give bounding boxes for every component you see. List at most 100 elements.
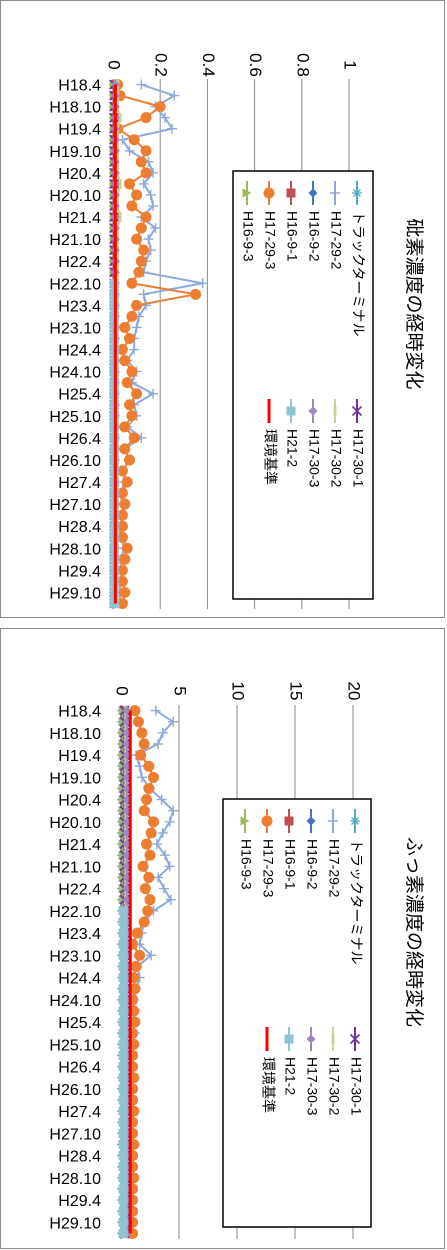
- data-point: [119, 421, 131, 433]
- data-point: [121, 542, 133, 554]
- legend-label: H17-30-2: [326, 1057, 342, 1116]
- data-point: [118, 1173, 128, 1183]
- data-point: [119, 586, 131, 598]
- data-point: [133, 266, 145, 278]
- data-point: [118, 1195, 128, 1205]
- legend-label: H16-9-2: [304, 839, 320, 890]
- data-point: [118, 1017, 128, 1027]
- legend-label: H17-30-3: [306, 429, 322, 488]
- legend-label: H17-30-3: [304, 1057, 320, 1116]
- data-point: [159, 112, 170, 123]
- data-point: [140, 112, 152, 124]
- category-tick-label: H28.10: [49, 1171, 101, 1188]
- data-point: [124, 454, 136, 466]
- chart-title: ふっ素濃度の経時変化: [403, 837, 425, 1027]
- legend-label: H16-9-1: [282, 839, 298, 890]
- category-tick-label: H27.10: [49, 497, 101, 514]
- category-tick-label: H27.4: [58, 475, 101, 492]
- data-point: [126, 200, 138, 212]
- value-tick-label: 0.6: [246, 53, 265, 77]
- legend-box: [222, 798, 372, 1228]
- series-h21-2: [118, 906, 128, 1238]
- data-point: [119, 553, 131, 565]
- legend-item-h17-30-2: H17-30-2: [328, 399, 344, 488]
- data-point: [167, 123, 177, 134]
- legend-label: H17-29-3: [260, 839, 276, 898]
- category-tick-label: H24.10: [49, 993, 101, 1010]
- data-point: [135, 255, 147, 267]
- value-tick-label: 0.8: [293, 53, 312, 77]
- legend-item-series: トラックターミナル: [348, 809, 364, 964]
- series-h17-29-2: [115, 79, 208, 609]
- data-point: [168, 805, 179, 816]
- category-tick-label: H21.4: [58, 210, 101, 227]
- data-point: [141, 794, 153, 806]
- legend-swatch-marker: [306, 816, 316, 826]
- legend-item-series: 環境基準: [260, 1027, 276, 1113]
- category-tick-label: H18.10: [49, 100, 101, 117]
- legend-swatch-marker: [350, 816, 360, 826]
- legend-item-h17-30-1: H17-30-1: [350, 399, 366, 488]
- data-point: [126, 277, 138, 289]
- data-point: [156, 794, 167, 805]
- data-point: [119, 321, 131, 333]
- category-tick-label: H22.4: [58, 254, 101, 271]
- data-point: [136, 772, 147, 783]
- data-point: [118, 1128, 128, 1138]
- category-tick-label: H21.4: [58, 837, 101, 854]
- category-tick-label: H23.10: [49, 320, 101, 337]
- legend-swatch-marker: [261, 815, 273, 827]
- legend-label: H17-30-1: [350, 429, 366, 488]
- data-point: [118, 1162, 128, 1172]
- data-point: [116, 564, 128, 576]
- legend-item-h17-30-3: H17-30-3: [304, 1027, 320, 1116]
- data-point: [128, 432, 140, 444]
- legend-item-series: 環境基準: [262, 399, 278, 485]
- legend-item-h16-9-3: H16-9-3: [238, 809, 254, 890]
- data-point: [118, 950, 128, 960]
- data-point: [141, 300, 152, 311]
- data-point: [132, 716, 144, 728]
- data-point: [138, 805, 150, 817]
- data-point: [118, 906, 128, 916]
- series-line: [115, 84, 196, 604]
- data-point: [118, 1050, 128, 1060]
- legend-item-h17-30-1: H17-30-1: [348, 1027, 364, 1116]
- data-point: [157, 727, 168, 738]
- data-point: [137, 860, 149, 872]
- category-tick-label: H29.4: [58, 1193, 101, 1210]
- category-tick-label: H26.4: [58, 1060, 101, 1077]
- data-point: [116, 465, 128, 477]
- data-point: [138, 916, 150, 928]
- legend-swatch-marker: [308, 406, 318, 416]
- data-point: [146, 950, 157, 961]
- value-tick-label: 0.4: [199, 53, 218, 77]
- category-tick-label: H27.4: [58, 1104, 101, 1121]
- category-tick-label: H29.10: [49, 585, 101, 602]
- category-tick-label: H19.10: [49, 144, 101, 161]
- data-point: [121, 476, 133, 488]
- data-point: [118, 1062, 128, 1072]
- category-tick-label: H22.10: [49, 276, 101, 293]
- data-point: [143, 871, 155, 883]
- value-tick-label: 5: [171, 686, 190, 695]
- category-tick-label: H23.10: [49, 948, 101, 965]
- data-point: [147, 771, 159, 783]
- legend-swatch-marker: [284, 816, 294, 826]
- data-point: [118, 1039, 128, 1049]
- legend-label: H21-2: [284, 429, 300, 467]
- legend-item-h16-9-3: H16-9-3: [240, 181, 256, 262]
- legend-item-h17-29-2: H17-29-2: [326, 809, 342, 898]
- legend-item-h16-9-2: H16-9-2: [306, 181, 322, 262]
- data-point: [158, 883, 169, 894]
- fluorine-chart-panel: ふっ素濃度の経時変化 0 5 10 15 20 H18.4 H18.10 H19.4 H19.10…: [0, 628, 445, 1249]
- data-point: [168, 716, 179, 727]
- data-point: [118, 1117, 128, 1127]
- legend-item-h21-2: H21-2: [284, 399, 300, 467]
- data-point: [118, 1139, 128, 1149]
- data-point: [131, 322, 142, 333]
- data-point: [150, 223, 161, 234]
- legend-item-h17-29-2: H17-29-2: [328, 181, 344, 270]
- data-point: [169, 90, 180, 101]
- data-point: [118, 917, 128, 927]
